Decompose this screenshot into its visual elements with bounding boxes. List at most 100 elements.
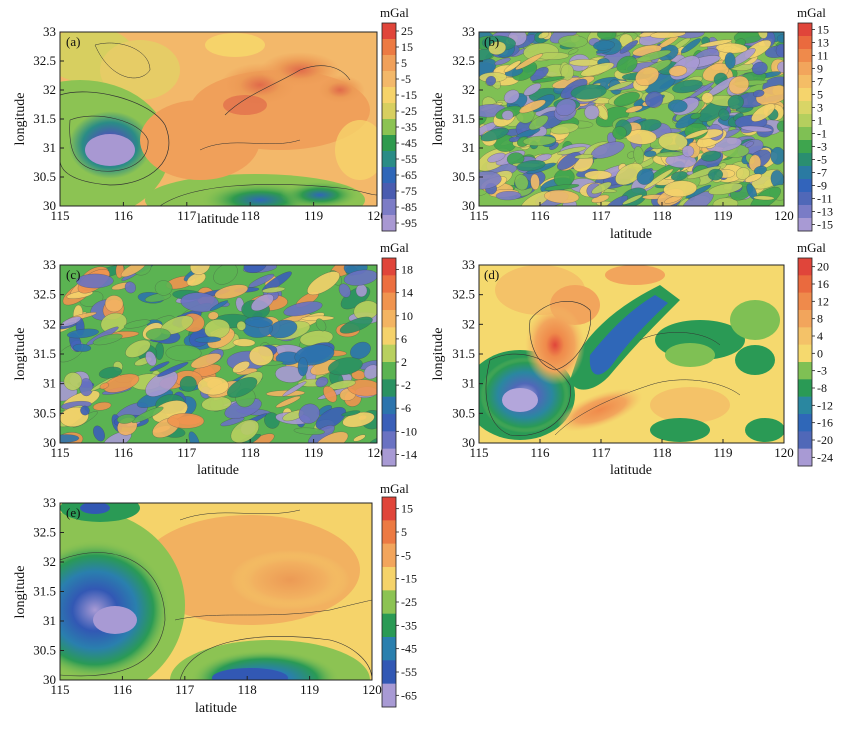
panel-c-y-tick-5: 30.5 [33,405,56,420]
panel-b-colorbar-swatch-10 [798,153,812,167]
panel-b-colorbar-label-15: -15 [817,218,833,232]
panel-e-y-tick-6: 30 [43,672,56,687]
panel-e-colorbar-swatch-1 [382,520,396,544]
panel-c-colorbar-swatch-1 [382,275,396,293]
panel-b-colorbar-swatch-6 [798,101,812,115]
panel-d-x-tick-0: 115 [469,445,488,460]
panel-c-y-ticks: 33 32.5 32 31.5 31 30.5 30 [33,257,64,450]
panel-b-colorbar-label-6: 3 [817,101,823,115]
panel-a-y-tick-4: 31 [43,140,56,155]
panel-e-y-tick-0: 33 [43,495,56,510]
panel-e-y-ticks: 33 32.5 32 31.5 31 30.5 30 [33,495,64,687]
panel-a-x-tick-3: 118 [241,208,260,223]
panel-a-colorbar-label-10: -75 [401,184,417,198]
panel-b-field [479,32,784,206]
panel-e-colorbar-label-1: 5 [401,525,407,539]
panel-a-colorbar-swatch-1 [382,39,396,56]
panel-d-colorbar-label-11: -24 [817,450,833,464]
panel-d-colorbar-swatch-1 [798,275,812,293]
panel-a-colorbar-swatch-9 [382,167,396,184]
panel-c-colorbar-label-8: -14 [401,447,417,461]
panel-a-colorbar-swatch-8 [382,151,396,168]
panel-d-colorbar-swatch-9 [798,414,812,432]
panel-b-colorbar-label-4: 7 [817,75,823,89]
panel-b-colorbar-label-8: -1 [817,127,827,141]
panel-c-y-tick-2: 32 [43,316,56,331]
panel-c-x-tick-4: 119 [304,445,323,460]
panel-b-colorbar-label-11: -7 [817,166,827,180]
panel-d-colorbar-swatch-6 [798,362,812,380]
panel-d-x-tick-1: 116 [530,445,550,460]
panel-b-y-ticks: 33 32.5 32 31.5 31 30.5 30 [452,24,483,213]
panel-c-colorbar-label-3: 6 [401,332,407,346]
panel-a-x-tick-4: 119 [304,208,323,223]
panel-a-colorbar-swatch-10 [382,183,396,200]
panel-b-colorbar-label-14: -13 [817,205,833,219]
panel-b-colorbar-swatch-3 [798,62,812,76]
panel-a-colorbar-swatch-2 [382,55,396,72]
panel-b-colorbar-label-13: -11 [817,192,833,206]
panel-e-colorbar-swatch-3 [382,567,396,591]
panel-b-colorbar-swatch-7 [798,114,812,128]
panel-d-ylabel: longitude [431,328,446,381]
panel-a-y-tick-3: 31.5 [33,111,56,126]
panel-a-colorbar-label-11: -85 [401,200,417,214]
panel-d-colorbar-swatch-11 [798,448,812,467]
panel-b-colorbar-swatch-14 [798,205,812,219]
panel-c-unit: mGal [380,240,409,255]
panel-c-colorbar-swatch-11 [382,448,396,467]
panel-e-field [60,503,372,680]
panel-b-x-tick-4: 119 [713,208,732,223]
panel-b-colorbar-label-9: -3 [817,140,827,154]
panel-d-y-tick-5: 30.5 [452,405,475,420]
panel-d-colorbar-swatch-8 [798,396,812,415]
panel-a-colorbar-swatch-4 [382,87,396,104]
panel-a-colorbar-label-6: -35 [401,120,417,134]
panel-b-x-tick-0: 115 [469,208,488,223]
panel-e-y-tick-1: 32.5 [33,525,56,540]
panel-d-unit: mGal [797,240,826,255]
panel-c: (c) 115 116 117 118 119 120 3332.53231.53130.… [13,240,417,478]
panel-a-colorbar-label-0: 25 [401,24,413,38]
panel-e-colorbar-swatch-5 [382,613,396,638]
panel-e-colorbar-swatch-7 [382,660,396,684]
panel-e-colorbar-swatch-4 [382,590,396,614]
panel-a-colorbar: 25 15 5 -5 -15 -25 -35 -45 -55 -65 -75 -85 -95 [381,22,417,232]
panel-b-colorbar-swatch-12 [798,179,812,193]
panel-b-colorbar-swatch-1 [798,36,812,50]
panel-b-y-tick-2: 32 [462,82,475,97]
panel-d-x-tick-3: 118 [652,445,671,460]
panel-e-colorbar-label-2: -5 [401,548,411,562]
panel-a-x-tick-0: 115 [50,208,69,223]
panel-e-x-tick-4: 119 [300,682,319,697]
panel-b-colorbar-label-3: 9 [817,62,823,76]
panel-b-colorbar-label-2: 11 [817,49,829,63]
panel-e-x-tick-3: 118 [238,682,257,697]
panel-a-label: (a) [66,34,80,49]
panel-d-colorbar-label-8: -12 [817,398,833,412]
panel-e-label: (e) [66,505,80,520]
panel-d-y-tick-0: 33 [462,257,475,272]
panel-d-colorbar-label-4: 4 [817,329,823,343]
panel-a-colorbar-swatch-0 [382,23,396,40]
panel-d-colorbar-label-0: 20 [817,260,829,274]
panel-c-y-tick-3: 31.5 [33,346,56,361]
panel-d-x-ticks: 115 116 117 118 119 120 [469,439,794,460]
panel-b-colorbar-swatch-9 [798,140,812,154]
panel-c-y-tick-6: 30 [43,435,56,450]
panel-e-y-tick-2: 32 [43,554,56,569]
panel-c-colorbar-swatch-4 [382,327,396,345]
panel-a-colorbar-label-12: -95 [401,216,417,230]
panel-c-x-tick-0: 115 [50,445,69,460]
panel-d-colorbar-swatch-7 [798,379,812,397]
panel-c-label: (c) [66,267,80,282]
panel-a-colorbar-label-2: 5 [401,56,407,70]
panel-d-colorbar-label-7: -8 [817,381,827,395]
panel-a-colorbar-swatch-12 [382,215,396,232]
panel-e-colorbar-swatch-8 [382,683,396,708]
panel-a-colorbar-swatch-6 [382,119,396,136]
panel-d-colorbar-label-5: 0 [817,346,823,360]
panel-d-xlabel: latitude [610,463,652,478]
